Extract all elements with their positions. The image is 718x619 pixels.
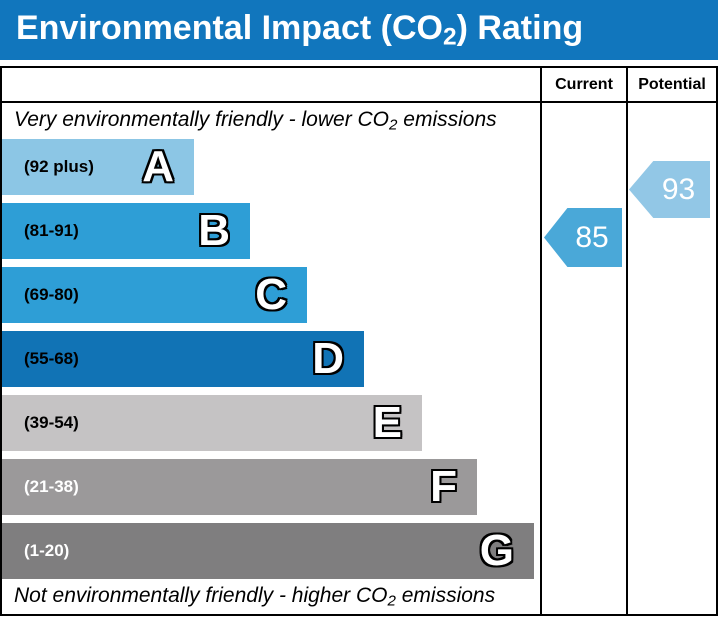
band-bar-e: (39-54) E	[2, 395, 422, 451]
band-range-label: (1-20)	[24, 541, 70, 560]
page-title-text: Environmental Impact (CO2) Rating	[16, 8, 584, 51]
band-bar-g: (1-20) G	[2, 523, 534, 579]
top-annotation: Very environmentally friendly - lower CO…	[14, 108, 497, 134]
band-range-label: (39-54)	[24, 413, 79, 432]
band-range-label: (21-38)	[24, 477, 79, 496]
band-row-a: (92 plus) A	[2, 139, 540, 195]
potential-rating-value: 93	[661, 172, 696, 206]
band-row-d: (55-68) D	[2, 331, 540, 387]
band-letter: E	[372, 398, 402, 447]
band-letter: B	[198, 206, 230, 255]
current-rating-arrow: 85	[544, 208, 622, 267]
rating-bands: (92 plus) A (81-91) B (69-80) C	[2, 139, 540, 579]
band-row-c: (69-80) C	[2, 267, 540, 323]
band-bar-b: (81-91) B	[2, 203, 250, 259]
band-letter: D	[312, 334, 344, 383]
band-row-g: (1-20) G	[2, 523, 540, 579]
band-range-label: (55-68)	[24, 349, 79, 368]
header-cell-potential: Potential	[638, 75, 706, 93]
rating-table: Current Potential Very environmentally f…	[0, 66, 718, 616]
co2-subscript: 2	[442, 23, 457, 51]
band-letter: C	[255, 270, 287, 319]
band-range-label: (92 plus)	[24, 157, 94, 176]
band-letter: A	[142, 142, 174, 191]
rating-scale-column: Very environmentally friendly - lower CO…	[2, 103, 542, 614]
band-row-e: (39-54) E	[2, 395, 540, 451]
table-body-row: Very environmentally friendly - lower CO…	[2, 103, 716, 614]
potential-rating-arrow: 93	[629, 161, 710, 218]
page-title: Environmental Impact (CO2) Rating	[0, 0, 718, 60]
band-letter: G	[479, 526, 514, 575]
header-cell-current: Current	[542, 68, 628, 101]
band-bar-a: (92 plus) A	[2, 139, 194, 195]
band-row-f: (21-38) F	[2, 459, 540, 515]
bottom-annotation: Not environmentally friendly - higher CO…	[14, 583, 496, 610]
band-range-label: (69-80)	[24, 285, 79, 304]
band-bar-c: (69-80) C	[2, 267, 307, 323]
band-range-label: (81-91)	[24, 221, 79, 240]
band-bar-f: (21-38) F	[2, 459, 477, 515]
band-row-b: (81-91) B	[2, 203, 540, 259]
table-header-row: Current Potential	[2, 68, 716, 103]
current-rating-value: 85	[575, 220, 609, 254]
current-rating-column: 85	[542, 103, 628, 614]
co2-subscript: 2	[389, 116, 398, 134]
band-bar-d: (55-68) D	[2, 331, 364, 387]
potential-rating-column: 93	[628, 103, 716, 614]
header-cell-blank	[2, 68, 542, 101]
band-letter: F	[430, 462, 457, 511]
co2-subscript: 2	[387, 592, 396, 610]
